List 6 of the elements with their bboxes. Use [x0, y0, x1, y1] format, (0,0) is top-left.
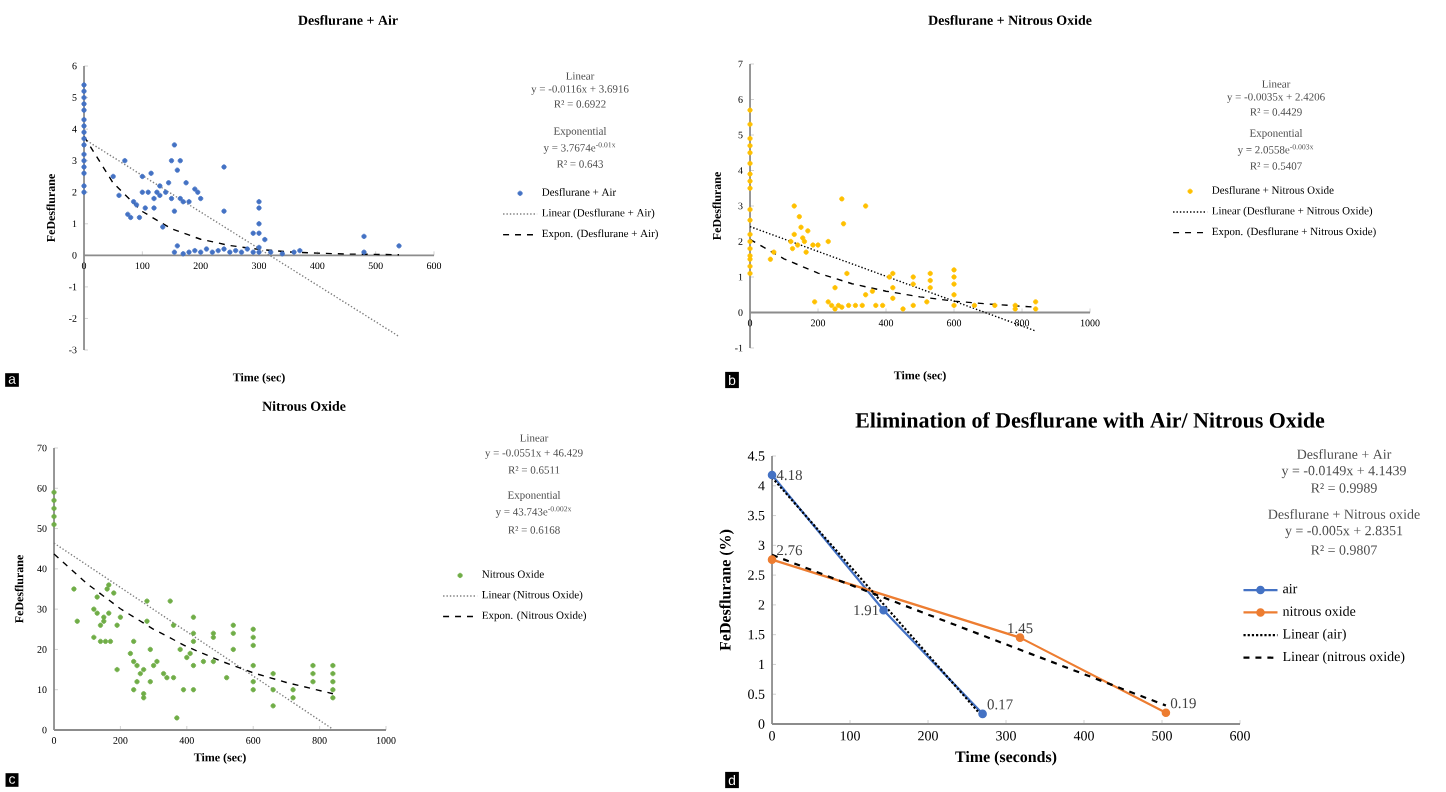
point — [978, 709, 987, 719]
point — [767, 555, 777, 564]
point — [879, 605, 888, 615]
point — [767, 470, 777, 480]
point — [1161, 708, 1171, 717]
chart-title: Elimination of Desflurane with Air/ Nitrous Oxide — [855, 412, 1325, 428]
